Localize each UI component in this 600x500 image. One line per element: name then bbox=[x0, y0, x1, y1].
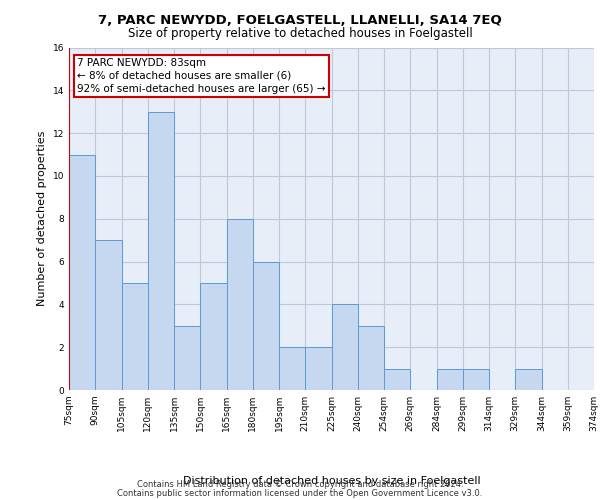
Bar bbox=[463, 368, 489, 390]
Text: Contains HM Land Registry data © Crown copyright and database right 2024.: Contains HM Land Registry data © Crown c… bbox=[137, 480, 463, 489]
Bar bbox=[253, 262, 279, 390]
Text: 7 PARC NEWYDD: 83sqm
← 8% of detached houses are smaller (6)
92% of semi-detache: 7 PARC NEWYDD: 83sqm ← 8% of detached ho… bbox=[77, 58, 325, 94]
Bar bbox=[331, 304, 358, 390]
Bar bbox=[174, 326, 200, 390]
Y-axis label: Number of detached properties: Number of detached properties bbox=[37, 131, 47, 306]
Bar bbox=[279, 347, 305, 390]
Bar bbox=[227, 219, 253, 390]
Text: Contains public sector information licensed under the Open Government Licence v3: Contains public sector information licen… bbox=[118, 488, 482, 498]
Bar bbox=[305, 347, 331, 390]
Bar bbox=[437, 368, 463, 390]
Bar bbox=[358, 326, 384, 390]
Bar bbox=[384, 368, 410, 390]
Bar bbox=[121, 283, 148, 390]
Bar bbox=[69, 154, 95, 390]
Bar bbox=[95, 240, 121, 390]
Text: 7, PARC NEWYDD, FOELGASTELL, LLANELLI, SA14 7EQ: 7, PARC NEWYDD, FOELGASTELL, LLANELLI, S… bbox=[98, 14, 502, 27]
X-axis label: Distribution of detached houses by size in Foelgastell: Distribution of detached houses by size … bbox=[182, 476, 481, 486]
Bar bbox=[515, 368, 542, 390]
Bar bbox=[200, 283, 227, 390]
Bar bbox=[148, 112, 174, 390]
Text: Size of property relative to detached houses in Foelgastell: Size of property relative to detached ho… bbox=[128, 28, 472, 40]
